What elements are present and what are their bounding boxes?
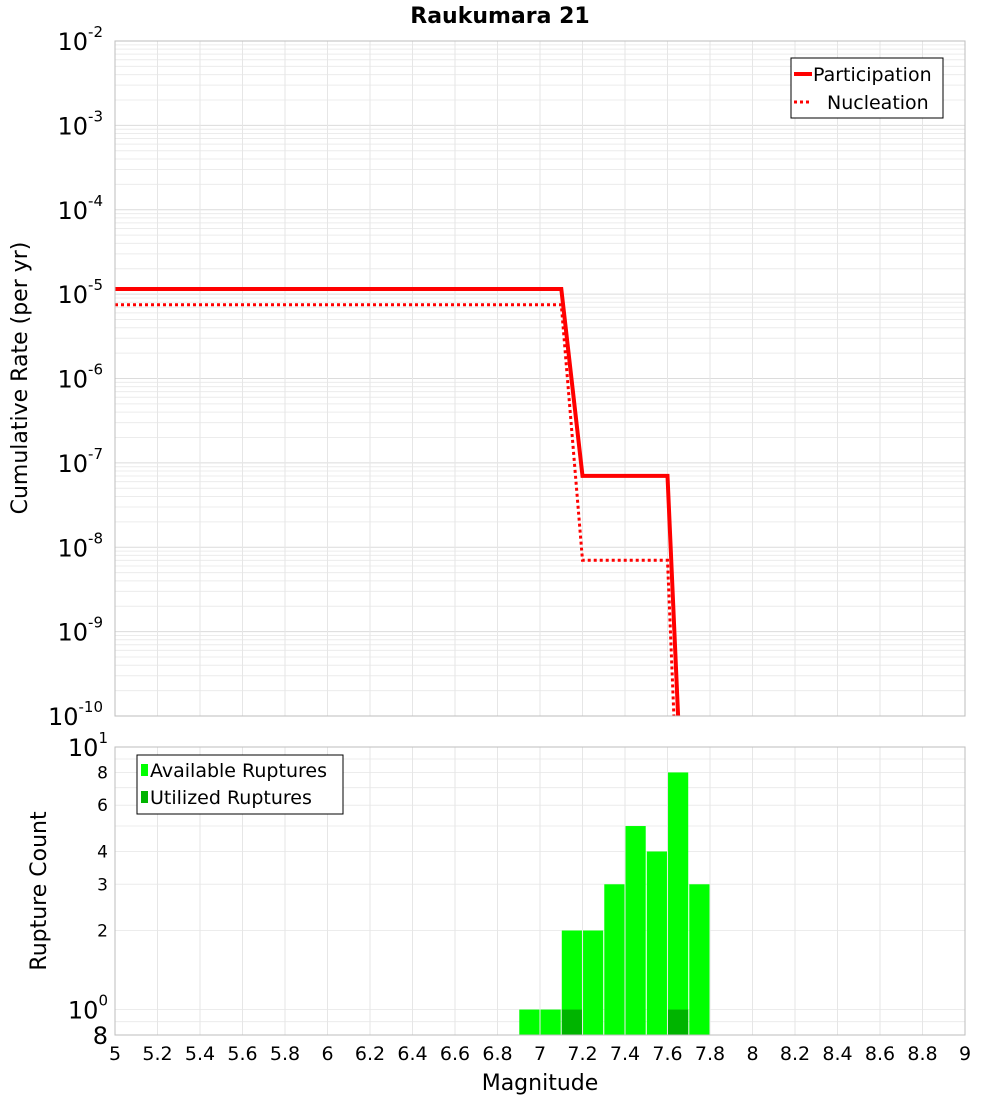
legend-swatch-utilized	[141, 791, 148, 803]
bar-utilized	[668, 1009, 689, 1035]
y-tick-label: 8	[93, 1022, 108, 1050]
legend-label-nucleation: Nucleation	[827, 92, 929, 114]
y-tick-base: 10	[48, 703, 79, 731]
series-line-participation	[115, 287, 681, 717]
x-tick-label: 5	[109, 1043, 121, 1065]
y-tick-label: 10-4	[57, 192, 103, 225]
bar-available	[625, 826, 646, 1035]
y-tick-exponent: -9	[88, 614, 103, 632]
x-tick-label: 5.4	[185, 1043, 215, 1065]
y-tick-base: 10	[57, 28, 88, 56]
x-tick-label: 7.4	[610, 1043, 640, 1065]
x-tick-label: 7.2	[567, 1043, 597, 1065]
y-tick-base: 10	[57, 112, 88, 140]
y-tick-label: 10-8	[57, 529, 103, 562]
y-tick-label: 10-2	[57, 23, 103, 56]
series-line-nucleation	[115, 303, 676, 717]
x-tick-label: 6.8	[482, 1043, 512, 1065]
y-tick-base: 10	[57, 366, 88, 394]
y-tick-base: 10	[57, 450, 88, 478]
legend-label-available: Available Ruptures	[150, 760, 327, 782]
y-tick-base: 10	[57, 619, 88, 647]
chart-title: Raukumara 21	[410, 4, 589, 29]
y-tick-exponent: -6	[88, 361, 103, 379]
y-tick-exponent: 0	[98, 992, 108, 1010]
y-tick-label: 3	[97, 875, 108, 895]
legend-swatch-available	[141, 764, 148, 776]
plot-frame	[114, 40, 966, 717]
x-axis-label: Magnitude	[482, 1071, 599, 1096]
bar-available	[668, 772, 689, 1035]
plot-frame	[114, 746, 966, 1036]
x-tick-label: 9	[959, 1043, 971, 1065]
x-tick-label: 8	[746, 1043, 758, 1065]
legend-box	[136, 754, 344, 815]
bar-available	[561, 930, 582, 1035]
bar-available	[689, 884, 710, 1035]
x-tick-label: 6.4	[397, 1043, 427, 1065]
bar-available	[583, 930, 604, 1035]
bar-available	[646, 851, 667, 1035]
y-tick-base: 10	[57, 534, 88, 562]
bar-available	[604, 884, 625, 1035]
x-tick-label: 5.8	[270, 1043, 300, 1065]
y-tick-base: 10	[57, 281, 88, 309]
y-tick-label: 2	[97, 922, 108, 942]
y-tick-exponent: -7	[88, 445, 103, 463]
y-tick-base: 10	[68, 734, 99, 762]
x-tick-label: 8.2	[780, 1043, 810, 1065]
y-tick-label: 100	[68, 992, 108, 1025]
y-tick-label: 4	[97, 842, 108, 862]
x-tick-label: 7	[534, 1043, 546, 1065]
y-tick-label: 101	[68, 729, 108, 762]
x-tick-label: 5.2	[142, 1043, 172, 1065]
y-tick-label: 10-10	[48, 698, 103, 731]
top-y-axis-label: Cumulative Rate (per yr)	[8, 242, 33, 515]
legend-label-participation: Participation	[813, 64, 932, 86]
y-tick-base: 10	[68, 997, 99, 1025]
x-tick-label: 8.8	[907, 1043, 937, 1065]
y-tick-exponent: -5	[88, 276, 103, 294]
bar-available	[519, 1009, 540, 1035]
legend-label-utilized: Utilized Ruptures	[150, 787, 312, 809]
x-tick-label: 6	[321, 1043, 333, 1065]
x-tick-label: 7.6	[652, 1043, 682, 1065]
y-tick-label: 10-6	[57, 361, 103, 394]
bottom-y-axis-label: Rupture Count	[27, 811, 52, 971]
y-tick-label: 6	[97, 796, 108, 816]
y-tick-label: 10-7	[57, 445, 103, 478]
x-tick-label: 8.4	[822, 1043, 852, 1065]
y-tick-label: 8	[97, 763, 108, 783]
bar-utilized	[561, 1009, 582, 1035]
x-tick-label: 5.6	[227, 1043, 257, 1065]
y-tick-exponent: -2	[88, 23, 103, 41]
bar-available	[540, 1009, 561, 1035]
y-tick-label: 10-9	[57, 614, 103, 647]
legend-box	[790, 57, 944, 119]
x-tick-label: 7.8	[695, 1043, 725, 1065]
y-tick-exponent: -3	[88, 107, 103, 125]
y-tick-exponent: -10	[79, 698, 104, 716]
y-tick-label: 10-3	[57, 107, 103, 140]
rate-plot: 10-1010-910-810-710-610-510-410-310-2Par…	[48, 23, 966, 731]
x-tick-label: 8.6	[865, 1043, 895, 1065]
y-tick-label: 10-5	[57, 276, 103, 309]
y-tick-exponent: -4	[88, 192, 103, 210]
y-tick-exponent: 1	[98, 729, 108, 747]
y-tick-exponent: -8	[88, 529, 103, 547]
x-tick-label: 6.2	[355, 1043, 385, 1065]
y-tick-base: 10	[57, 197, 88, 225]
x-tick-label: 6.6	[440, 1043, 470, 1065]
